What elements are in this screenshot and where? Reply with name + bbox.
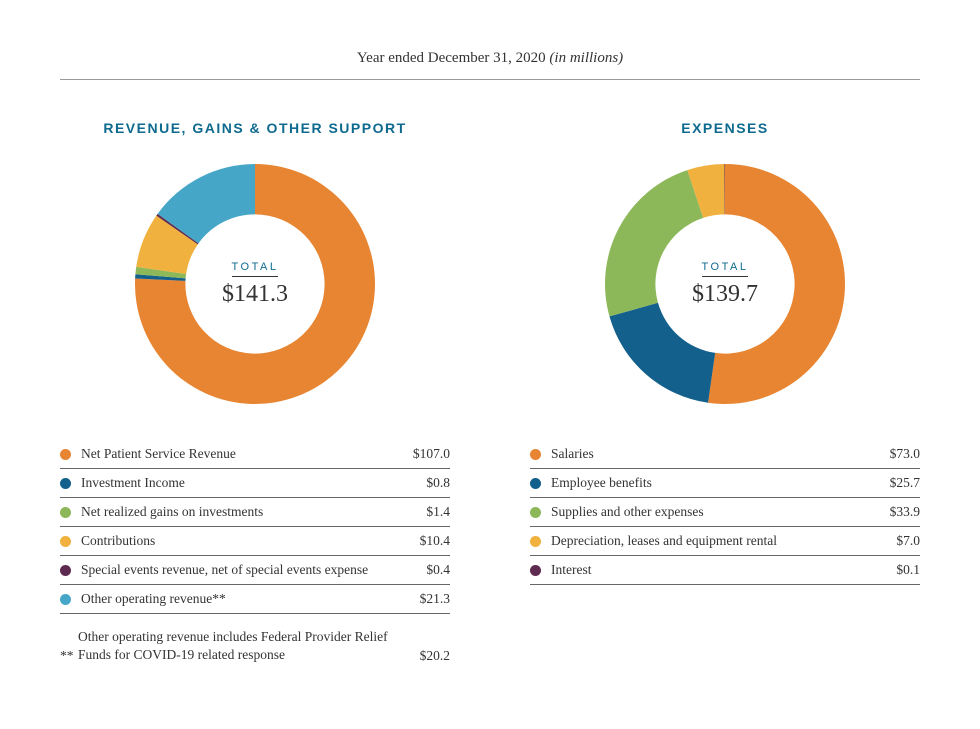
legend-swatch	[60, 594, 71, 605]
legend-value: $1.4	[390, 504, 450, 520]
legend-swatch	[530, 478, 541, 489]
legend-row: Supplies and other expenses$33.9	[530, 498, 920, 527]
legend-row: Net Patient Service Revenue$107.0	[60, 440, 450, 469]
expenses-donut-svg	[605, 164, 845, 404]
footnote-text: Other operating revenue includes Federal…	[78, 628, 390, 664]
donut-slice	[708, 164, 845, 404]
donut-slice	[605, 170, 703, 316]
legend-value: $10.4	[390, 533, 450, 549]
legend-value: $73.0	[860, 446, 920, 462]
legend-swatch	[530, 449, 541, 460]
chart-columns: REVENUE, GAINS & OTHER SUPPORT TOTAL $14…	[60, 120, 920, 664]
legend-swatch	[530, 536, 541, 547]
legend-row: Other operating revenue**$21.3	[60, 585, 450, 614]
legend-value: $21.3	[390, 591, 450, 607]
legend-label: Interest	[551, 562, 860, 578]
legend-label: Contributions	[81, 533, 390, 549]
footnote-marker: **	[60, 648, 78, 664]
revenue-donut: TOTAL $141.3	[135, 164, 375, 404]
legend-row: Employee benefits$25.7	[530, 469, 920, 498]
legend-swatch	[530, 565, 541, 576]
legend-row: Interest$0.1	[530, 556, 920, 585]
header-italic: (in millions)	[549, 50, 623, 66]
legend-row: Special events revenue, net of special e…	[60, 556, 450, 585]
revenue-legend: Net Patient Service Revenue$107.0Investm…	[60, 440, 450, 614]
legend-label: Net Patient Service Revenue	[81, 446, 390, 462]
legend-value: $7.0	[860, 533, 920, 549]
legend-swatch	[60, 478, 71, 489]
legend-value: $0.1	[860, 562, 920, 578]
legend-value: $0.4	[390, 562, 450, 578]
page-header: Year ended December 31, 2020 (in million…	[60, 50, 920, 80]
legend-label: Salaries	[551, 446, 860, 462]
legend-swatch	[60, 536, 71, 547]
legend-label: Investment Income	[81, 475, 390, 491]
legend-value: $107.0	[390, 446, 450, 462]
legend-label: Employee benefits	[551, 475, 860, 491]
legend-swatch	[530, 507, 541, 518]
legend-row: Investment Income$0.8	[60, 469, 450, 498]
revenue-column: REVENUE, GAINS & OTHER SUPPORT TOTAL $14…	[60, 120, 450, 664]
revenue-donut-svg	[135, 164, 375, 404]
legend-label: Other operating revenue**	[81, 591, 390, 607]
expenses-donut: TOTAL $139.7	[605, 164, 845, 404]
legend-swatch	[60, 507, 71, 518]
legend-swatch	[60, 565, 71, 576]
legend-value: $33.9	[860, 504, 920, 520]
legend-row: Contributions$10.4	[60, 527, 450, 556]
revenue-title: REVENUE, GAINS & OTHER SUPPORT	[103, 120, 406, 136]
legend-row: Depreciation, leases and equipment renta…	[530, 527, 920, 556]
legend-label: Special events revenue, net of special e…	[81, 562, 390, 578]
legend-value: $25.7	[860, 475, 920, 491]
expenses-legend: Salaries$73.0Employee benefits$25.7Suppl…	[530, 440, 920, 585]
legend-swatch	[60, 449, 71, 460]
header-text: Year ended December 31, 2020	[357, 50, 550, 66]
donut-slice	[609, 303, 715, 403]
legend-row: Salaries$73.0	[530, 440, 920, 469]
expenses-column: EXPENSES TOTAL $139.7 Salaries$73.0Emplo…	[530, 120, 920, 664]
expenses-title: EXPENSES	[681, 120, 768, 136]
footnote-value: $20.2	[390, 648, 450, 664]
legend-value: $0.8	[390, 475, 450, 491]
legend-label: Net realized gains on investments	[81, 504, 390, 520]
legend-row: Net realized gains on investments$1.4	[60, 498, 450, 527]
legend-label: Supplies and other expenses	[551, 504, 860, 520]
legend-label: Depreciation, leases and equipment renta…	[551, 533, 860, 549]
revenue-footnote: **Other operating revenue includes Feder…	[60, 628, 450, 664]
